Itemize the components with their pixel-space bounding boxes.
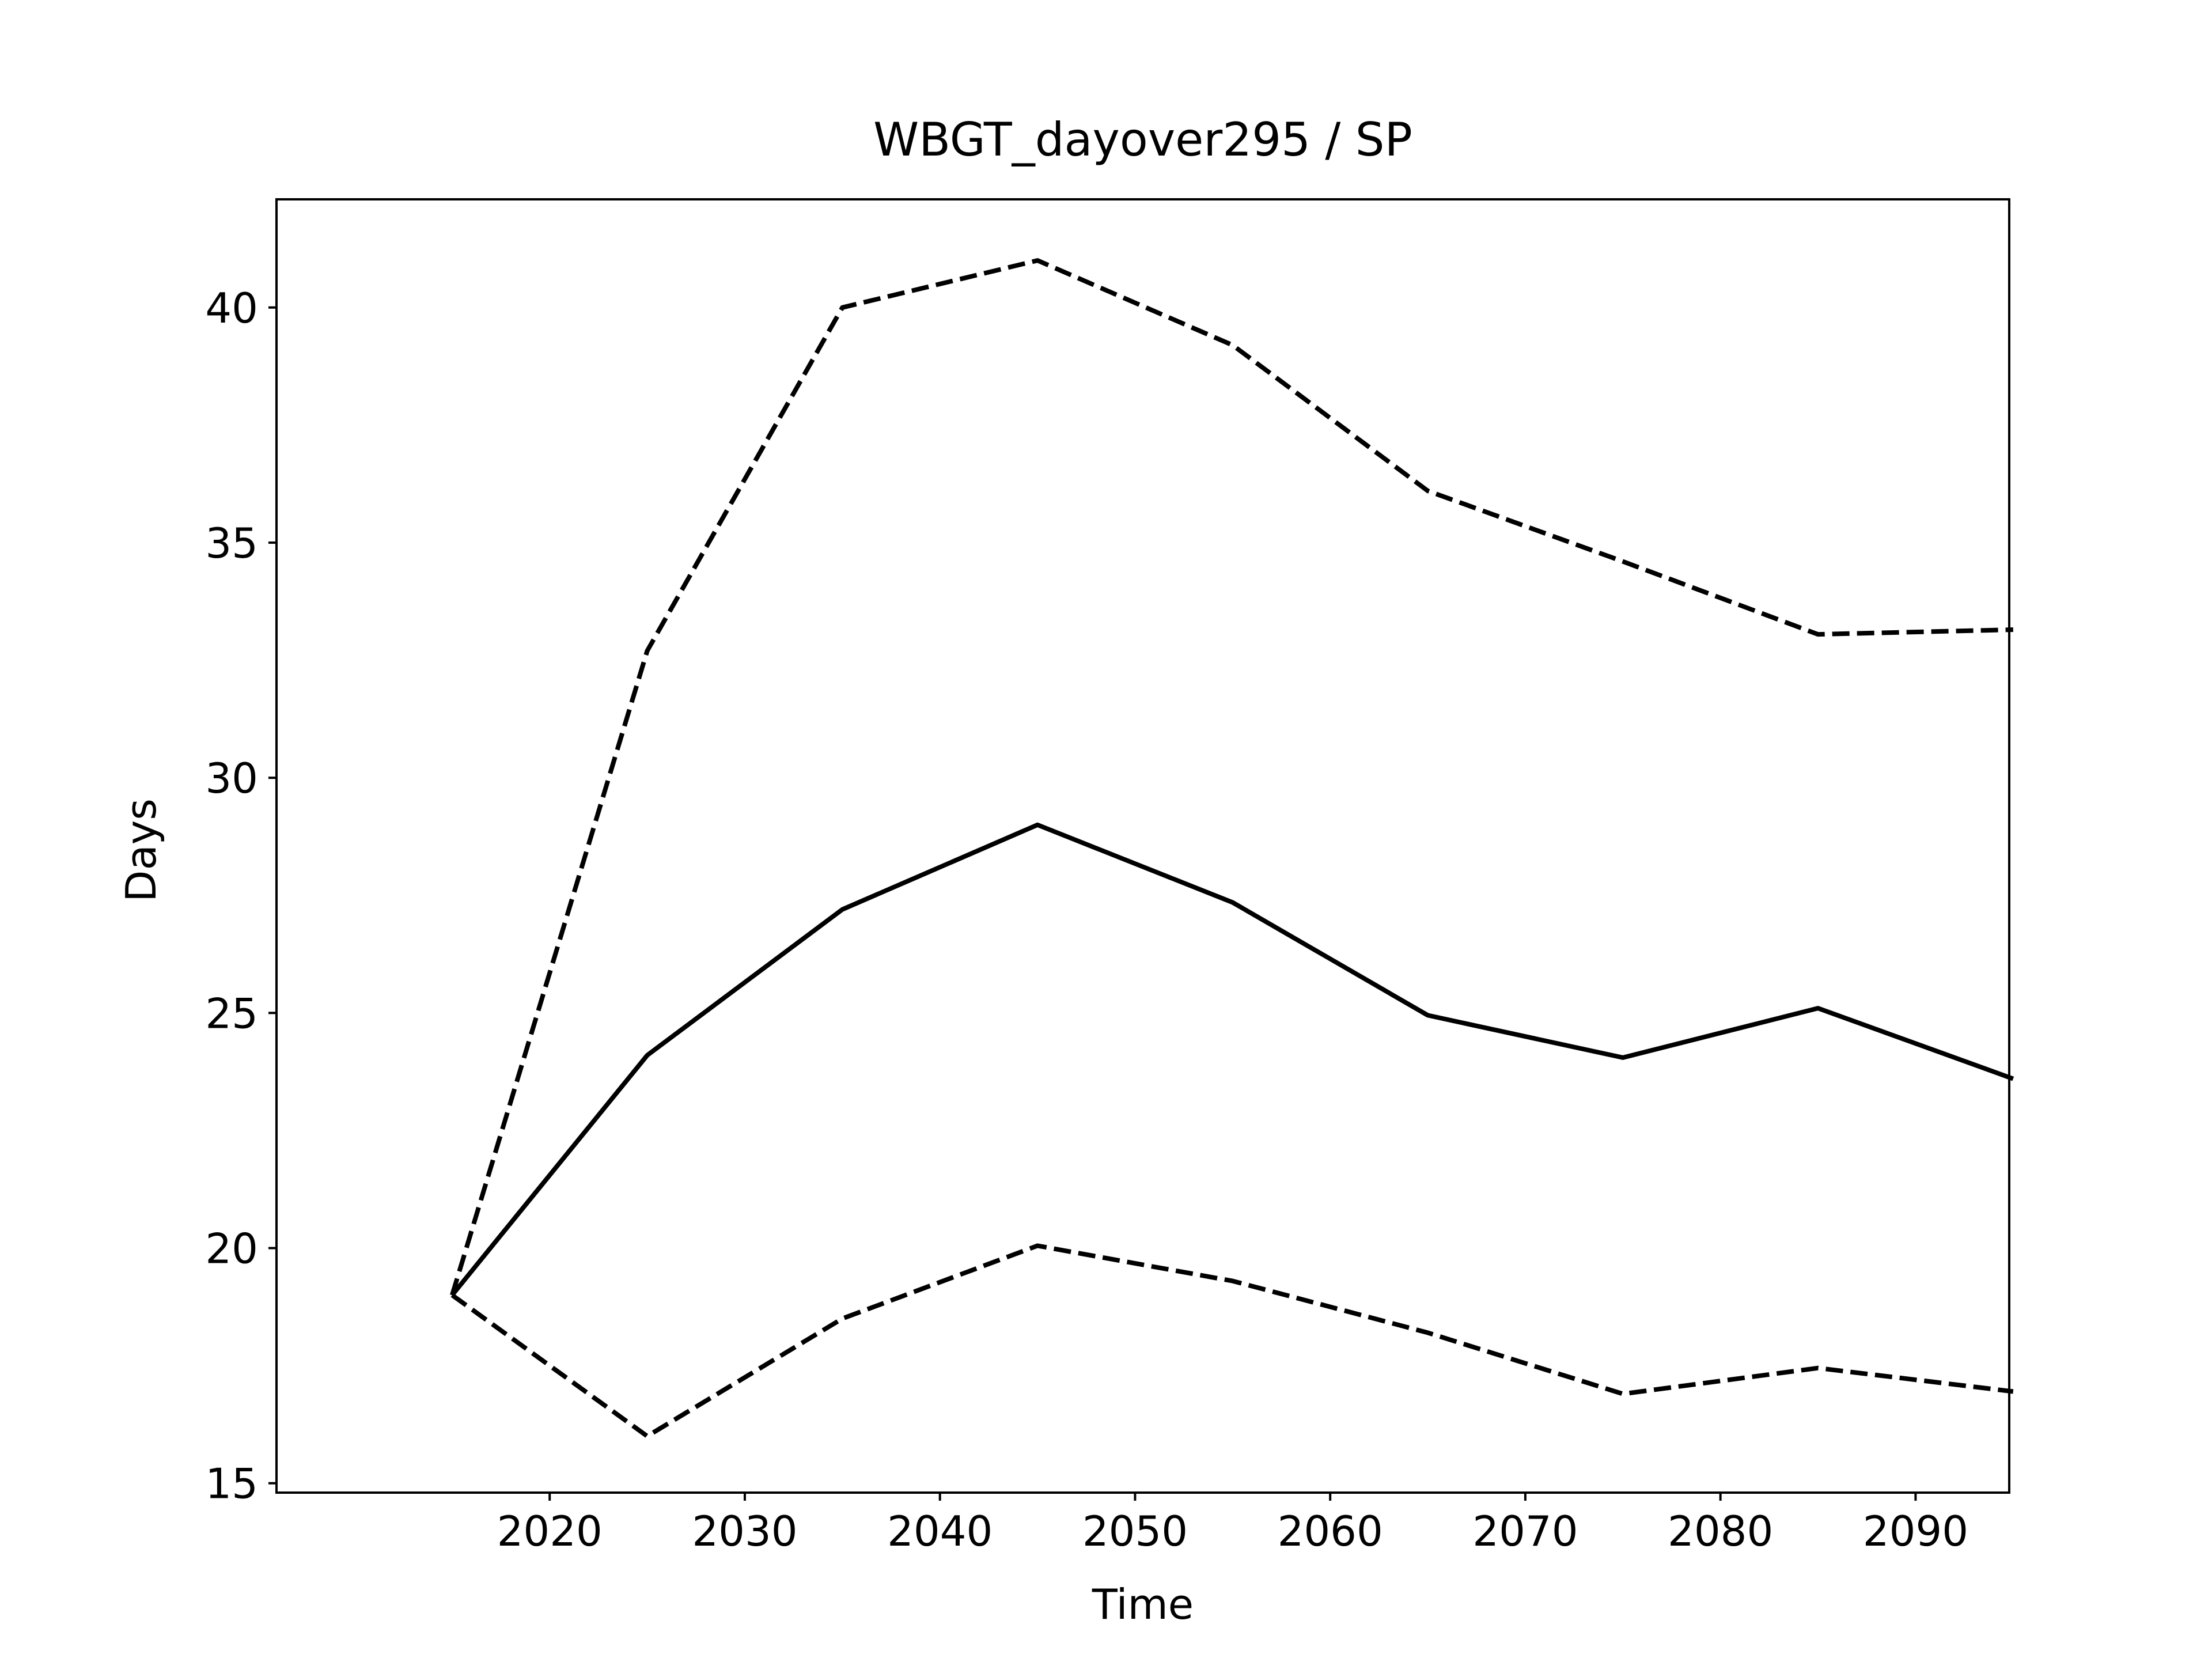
- x-tick-label: 2040: [887, 1507, 993, 1555]
- x-axis-ticks: 2020 2030 2040 2050 2060 2070 2080 2090: [497, 1493, 1968, 1555]
- x-tick-label: 2080: [1668, 1507, 1773, 1555]
- x-tick-label: 2060: [1278, 1507, 1383, 1555]
- series-line-3-dashed: [450, 1243, 2014, 1438]
- x-tick-label: 2030: [692, 1507, 797, 1555]
- y-tick-label: 20: [205, 1224, 258, 1273]
- y-tick-label: 25: [205, 989, 258, 1038]
- series-layer: [450, 258, 2014, 1438]
- y-tick-label: 15: [205, 1460, 258, 1508]
- y-tick-label: 35: [205, 519, 258, 567]
- x-tick-label: 2050: [1082, 1507, 1188, 1555]
- y-axis-ticks: 15 20 25 30 35 40: [205, 284, 276, 1508]
- series-line-1-dashed: [450, 258, 2013, 1296]
- y-axis-label: Days: [117, 798, 165, 902]
- y-tick-label: 40: [205, 284, 258, 332]
- x-axis-label: Time: [1092, 1580, 1194, 1629]
- y-tick-label: 30: [205, 754, 258, 802]
- x-tick-label: 2090: [1863, 1507, 1968, 1555]
- x-tick-label: 2020: [497, 1507, 603, 1555]
- series-line-2-solid: [450, 822, 2014, 1297]
- x-tick-label: 2070: [1472, 1507, 1578, 1555]
- plot-area-frame: [275, 198, 2010, 1494]
- chart-title: WBGT_dayover295 / SP: [873, 113, 1412, 166]
